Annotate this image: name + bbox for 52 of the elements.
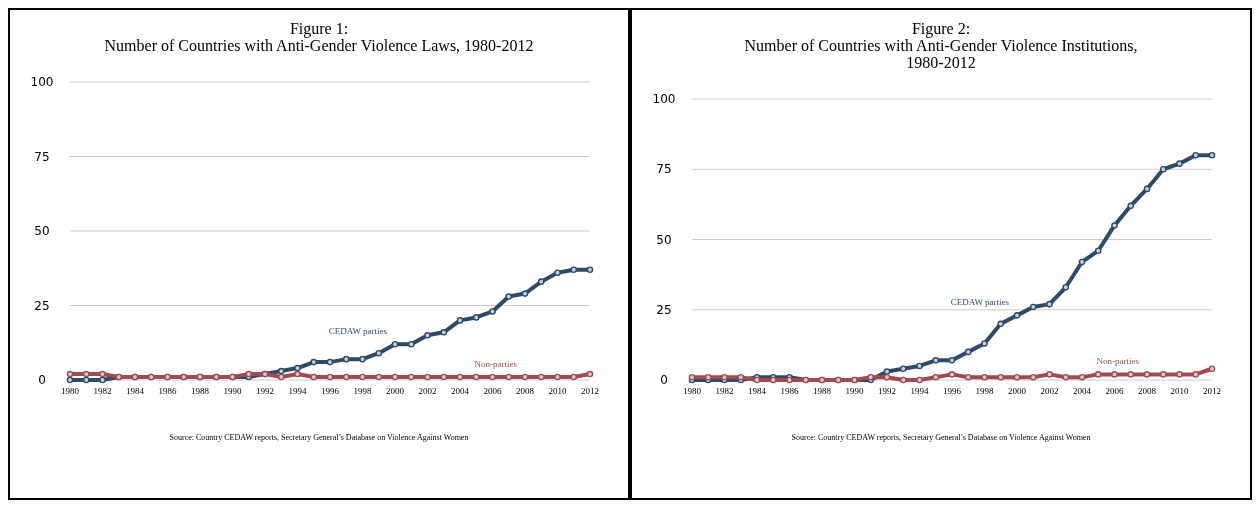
y-tick-label: 100 — [30, 75, 54, 90]
x-tick-label: 1990 — [223, 386, 242, 396]
x-tick-label: 2012 — [1203, 386, 1221, 396]
x-tick-label: 2008 — [516, 386, 535, 396]
x-tick-label: 2008 — [1138, 386, 1157, 396]
x-tick-label: 1986 — [780, 386, 799, 396]
y-tick-label: 100 — [652, 92, 676, 107]
x-tick-label: 1982 — [93, 386, 112, 396]
x-tick-label: 2004 — [1073, 386, 1092, 396]
y-tick-label: 0 — [38, 373, 46, 388]
x-tick-label: 1988 — [813, 386, 832, 396]
x-tick-label: 1998 — [975, 386, 994, 396]
x-tick-label: 1994 — [910, 386, 929, 396]
y-tick-label: 0 — [660, 373, 668, 388]
y-tick-label: 50 — [656, 232, 672, 247]
series-label: Non-parties — [1096, 356, 1140, 367]
y-tick-label: 75 — [656, 162, 672, 177]
x-tick-label: 2010 — [548, 386, 567, 396]
source-note: Source: Country CEDAW reports, Secretary General’s Database on Violence Against Women — [169, 433, 469, 442]
y-tick-label: 25 — [656, 302, 672, 317]
x-tick-label: 1994 — [288, 386, 307, 396]
x-tick-label: 2002 — [418, 386, 437, 396]
series-label: Non-parties — [474, 359, 518, 370]
series-label: CEDAW parties — [328, 326, 388, 337]
x-tick-label: 1986 — [158, 386, 177, 396]
x-tick-label: 1982 — [715, 386, 734, 396]
x-tick-label: 2006 — [1105, 386, 1124, 396]
x-tick-label: 1980 — [61, 386, 80, 396]
x-tick-label: 1996 — [943, 386, 962, 396]
x-tick-label: 2000 — [386, 386, 405, 396]
x-tick-label: 2004 — [451, 386, 470, 396]
source-note: Source: Country CEDAW reports, Secretary General’s Database on Violence Against Women — [791, 433, 1091, 442]
x-tick-label: 1990 — [845, 386, 864, 396]
x-tick-label: 2006 — [483, 386, 502, 396]
x-tick-label: 1980 — [683, 386, 702, 396]
x-tick-label: 1996 — [321, 386, 340, 396]
chart-title: Figure 2: Number of Countries with Anti-Gender Violence Institutions, 1980-2012 — [744, 20, 1138, 71]
x-tick-label: 1988 — [191, 386, 210, 396]
chart-title: Figure 1: Number of Countries with Anti-Gender Violence Laws, 1980-2012 — [104, 20, 534, 54]
x-tick-label: 1984 — [748, 386, 767, 396]
x-tick-label: 1992 — [256, 386, 274, 396]
x-tick-label: 1984 — [126, 386, 145, 396]
x-tick-label: 2000 — [1008, 386, 1027, 396]
series-label: CEDAW parties — [950, 297, 1010, 308]
x-tick-label: 1992 — [878, 386, 896, 396]
y-tick-label: 50 — [34, 224, 50, 239]
y-tick-label: 25 — [34, 298, 50, 313]
x-tick-label: 2002 — [1040, 386, 1059, 396]
x-tick-label: 2010 — [1170, 386, 1189, 396]
x-tick-label: 2012 — [581, 386, 599, 396]
x-tick-label: 1998 — [353, 386, 372, 396]
y-tick-label: 75 — [34, 149, 50, 164]
